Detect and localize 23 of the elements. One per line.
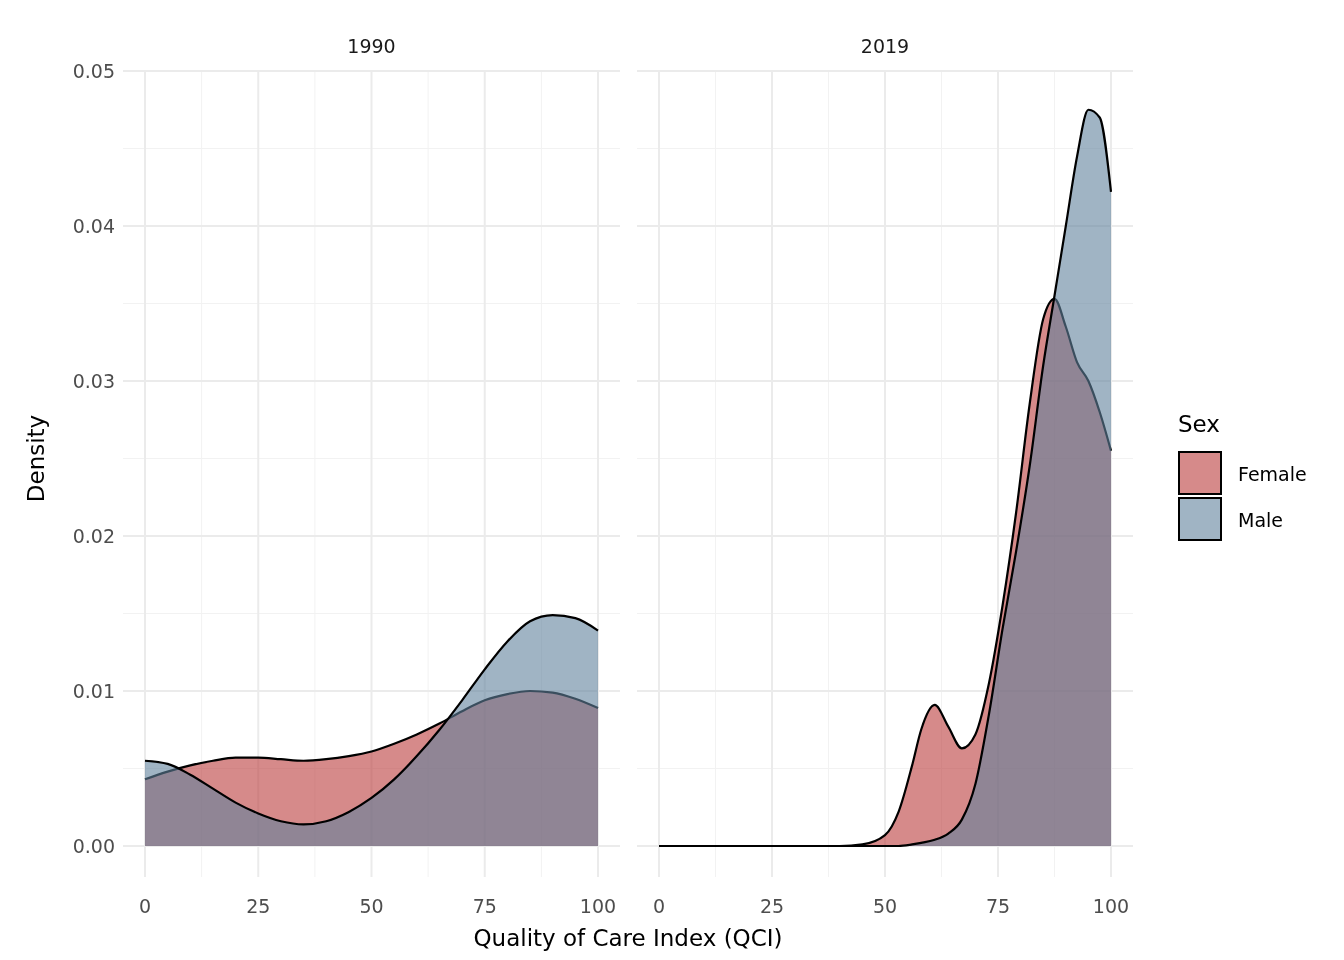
- legend-title: Sex: [1178, 411, 1220, 437]
- x-tick-label: 75: [472, 895, 497, 917]
- chart-title: 2019: [860, 35, 910, 57]
- x-tick-label: 100: [579, 895, 617, 917]
- x-tick-label: 75: [985, 895, 1011, 917]
- x-tick-label: 50: [872, 895, 898, 917]
- y-tick-label: 0.03: [72, 370, 115, 392]
- y-tick-label: 0.01: [72, 680, 115, 702]
- x-tick-label: 25: [246, 895, 271, 917]
- x-axis-title: Quality of Care Index (QCI): [473, 925, 783, 951]
- x-tick-label: 0: [138, 895, 152, 917]
- x-tick-label: 50: [359, 895, 384, 917]
- legend-label: Female: [1238, 463, 1307, 485]
- x-tick-label: 25: [759, 895, 785, 917]
- chart-title: 1990: [347, 35, 396, 57]
- x-tick-label: 100: [1092, 895, 1130, 917]
- y-tick-label: 0.00: [72, 835, 115, 857]
- y-tick-label: 0.05: [72, 60, 115, 82]
- legend-label: Male: [1238, 509, 1284, 531]
- y-tick-label: 0.04: [72, 215, 115, 237]
- y-axis-title: Density: [23, 414, 49, 503]
- x-tick-label: 0: [652, 895, 666, 917]
- y-tick-label: 0.02: [72, 525, 115, 547]
